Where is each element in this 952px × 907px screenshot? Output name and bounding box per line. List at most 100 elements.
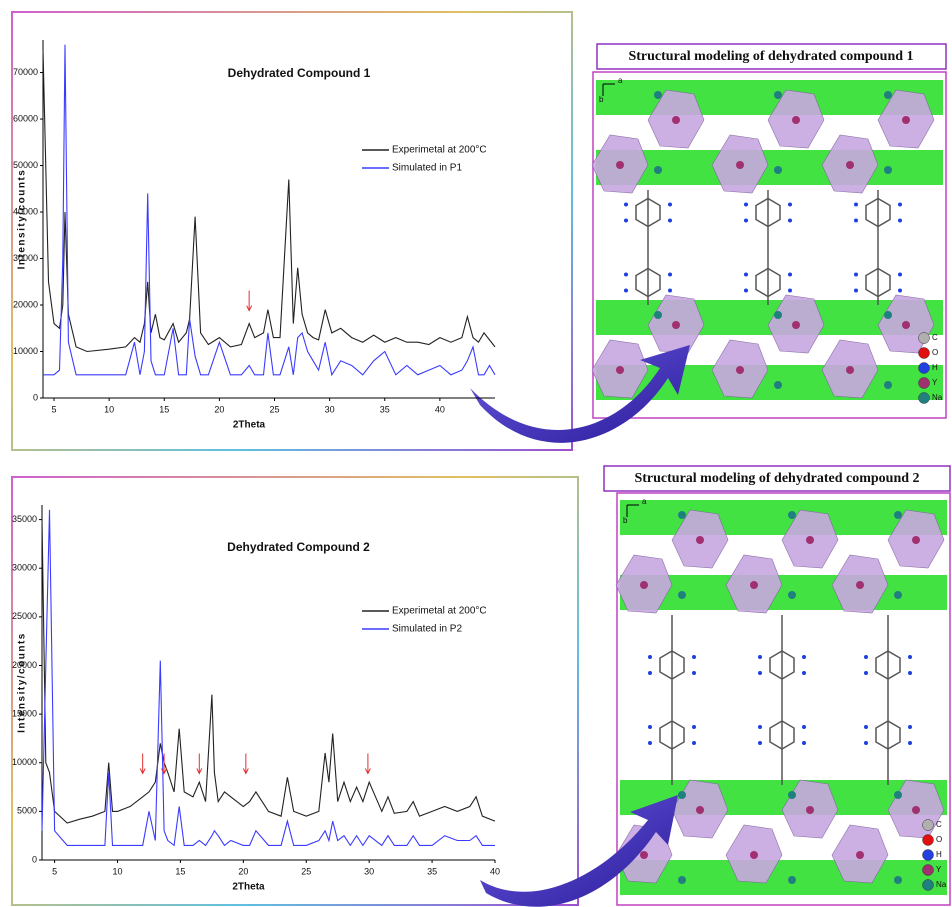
atom-y [736,161,744,169]
atom-y [806,806,814,814]
series-line [42,510,495,846]
atom-na [788,591,796,599]
atom-h [758,671,762,675]
atom-h [864,741,868,745]
atom-y [902,321,910,329]
y-tick-label: 0 [33,392,38,402]
atom-h [854,203,858,207]
atom-h [802,741,806,745]
atom-h [758,741,762,745]
y-tick-label: 50000 [13,160,38,170]
atom-h [802,671,806,675]
atom-y [902,116,910,124]
atom-h [624,289,628,293]
axis-label: a [642,497,647,506]
atom-h [648,671,652,675]
chart-title: Dehydrated Compound 2 [227,540,370,554]
atom-h [908,671,912,675]
atom-h [758,725,762,729]
x-tick-label: 15 [175,866,185,876]
atom-h [854,289,858,293]
x-tick-label: 25 [301,866,311,876]
atom-h [788,203,792,207]
atom-y [912,806,920,814]
y-tick-label: 0 [32,854,37,864]
legend-atom [923,865,934,876]
y-tick-label: 60000 [13,113,38,123]
atom-y [750,851,758,859]
legend-atom [923,820,934,831]
atom-h [908,655,912,659]
atom-h [802,725,806,729]
atom-h [624,219,628,223]
atom-h [648,655,652,659]
legend-label: Simulated in P2 [392,624,462,635]
atom-h [668,219,672,223]
legend-atom-label: Na [932,393,943,402]
y-tick-label: 10000 [12,757,37,767]
legend-atom-label: O [932,348,938,357]
legend-atom-label: O [936,835,942,844]
y-axis-label: Intensity/counts [17,632,28,733]
atom-h [898,273,902,277]
atom-na [894,591,902,599]
atom-h [648,725,652,729]
x-axis-label: 2Theta [232,882,265,893]
legend-atom [919,393,930,404]
atom-y [672,321,680,329]
atom-na [884,91,892,99]
atom-h [788,219,792,223]
atom-h [648,741,652,745]
axis-label: a [618,76,623,85]
atom-h [744,273,748,277]
atom-h [854,273,858,277]
atom-na [894,511,902,519]
legend-atom [919,348,930,359]
atom-h [744,289,748,293]
x-tick-label: 35 [380,404,390,414]
atom-y [696,806,704,814]
atom-na [788,791,796,799]
atom-h [692,741,696,745]
atom-na [654,311,662,319]
atom-h [624,273,628,277]
x-tick-label: 20 [214,404,224,414]
atom-na [654,166,662,174]
atom-na [894,876,902,884]
x-tick-label: 40 [490,866,500,876]
y-tick-label: 25000 [12,611,37,621]
atom-y [792,116,800,124]
atom-na [788,876,796,884]
atom-na [678,511,686,519]
atom-h [692,655,696,659]
series-line [43,49,495,351]
structure-title: Structural modeling of dehydrated compou… [628,49,913,64]
peak-marker [247,291,252,311]
atom-h [744,219,748,223]
atom-h [908,725,912,729]
y-tick-label: 10000 [13,346,38,356]
atom-h [788,289,792,293]
atom-na [884,381,892,389]
atom-y [640,581,648,589]
atom-na [654,91,662,99]
atom-y [672,116,680,124]
x-tick-label: 30 [364,866,374,876]
atom-na [774,381,782,389]
legend-atom-label: H [932,363,938,372]
atom-y [846,366,854,374]
atom-h [908,741,912,745]
legend-atom [923,835,934,846]
structure-title: Structural modeling of dehydrated compou… [634,471,919,486]
figure-canvas: Structural modeling of dehydrated compou… [0,0,952,907]
atom-na [884,166,892,174]
atom-na [788,511,796,519]
atom-h [802,655,806,659]
x-tick-label: 20 [238,866,248,876]
atom-na [774,166,782,174]
atom-y [792,321,800,329]
x-tick-label: 5 [52,866,57,876]
x-tick-label: 10 [104,404,114,414]
peak-marker [365,754,370,774]
